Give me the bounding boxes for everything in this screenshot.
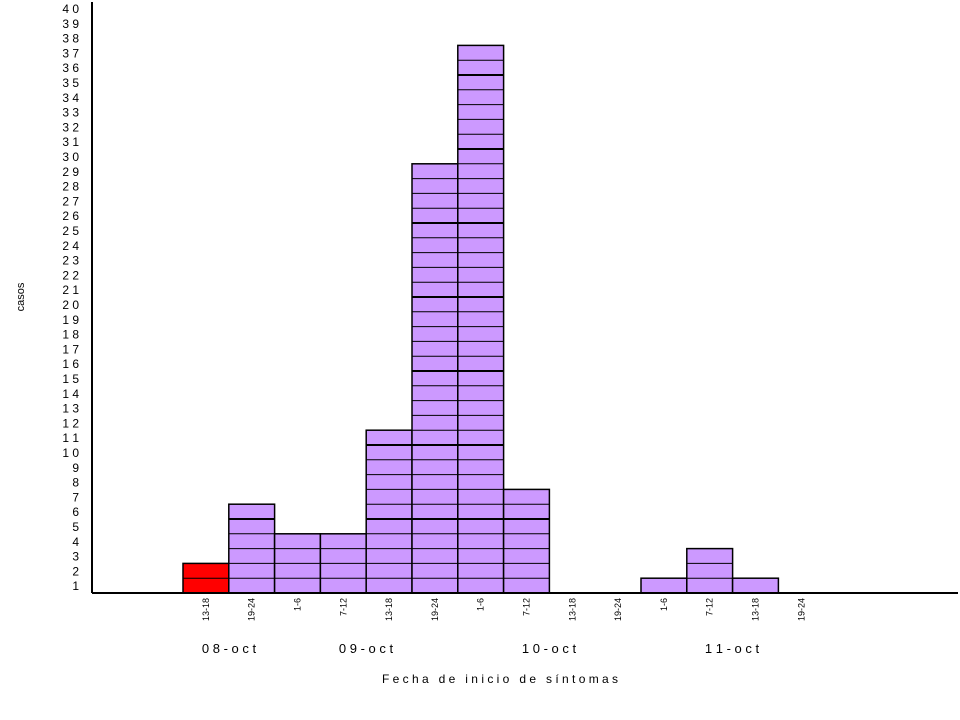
y-tick-label: 1	[72, 579, 79, 593]
x-tick-label: 7-12	[705, 598, 715, 616]
day-label: 1 1 - o c t	[705, 641, 760, 656]
bar-5	[411, 163, 459, 594]
x-tick-label: 7-12	[522, 598, 532, 616]
y-tick-label: 2 7	[62, 194, 79, 208]
bar-7	[502, 488, 551, 594]
y-tick-label: 3 1	[62, 135, 79, 149]
y-tick-label: 2 8	[62, 180, 79, 194]
x-tick-label: 19-24	[796, 598, 806, 621]
x-tick-labels: 13-18 19-24 1-6 7-12 13-18 19-24 1-6 7-12 13-18 1…	[201, 598, 806, 621]
x-axis-title: F e c h a d e i n i c i o d e s í n t o …	[382, 672, 618, 686]
y-tick-label: 1 6	[62, 357, 79, 371]
bar-10	[640, 577, 688, 594]
x-tick-label: 1-6	[476, 598, 486, 611]
x-tick-label: 1-6	[293, 598, 303, 611]
y-tick-label: 7	[72, 490, 79, 504]
x-tick-label: 13-18	[567, 598, 577, 621]
y-tick-label: 3 9	[62, 17, 79, 31]
y-tick-label: 3 2	[62, 120, 79, 134]
y-tick-label: 3 8	[62, 32, 79, 46]
y-tick-label: 8	[72, 476, 79, 490]
x-tick-label: 19-24	[613, 598, 623, 621]
day-label: 0 9 - o c t	[339, 641, 394, 656]
y-tick-label: 4	[72, 535, 79, 549]
day-labels: 0 8 - o c t 0 9 - o c t 1 0 - o c t 1 1 - o…	[202, 641, 760, 656]
y-tick-label: 2 5	[62, 224, 79, 238]
y-tick-label: 4 0	[62, 2, 79, 16]
x-tick-label: 13-18	[751, 598, 761, 621]
bar-12	[731, 577, 780, 594]
y-tick-label: 2 9	[62, 165, 79, 179]
y-tick-label: 1 0	[62, 446, 79, 460]
y-tick-label: 1 7	[62, 342, 79, 356]
y-tick-label: 1 1	[62, 431, 79, 445]
y-tick-label: 3 6	[62, 61, 79, 75]
y-tick-label: 9	[72, 461, 79, 475]
y-tick-label: 2 6	[62, 209, 79, 223]
x-tick-label: 13-18	[201, 598, 211, 621]
y-tick-label: 3	[72, 550, 79, 564]
y-tick-label: 1 3	[62, 402, 79, 416]
bar-11	[686, 547, 734, 594]
bar-4	[365, 429, 413, 594]
y-tick-label: 2 4	[62, 239, 79, 253]
x-tick-label: 1-6	[659, 598, 669, 611]
x-tick-label: 19-24	[247, 598, 257, 621]
bars-layer	[182, 44, 780, 594]
y-tick-label: 1 8	[62, 328, 79, 342]
y-tick-label: 1 4	[62, 387, 79, 401]
y-tick-label: 1 9	[62, 313, 79, 327]
y-tick-label: 1 2	[62, 416, 79, 430]
y-tick-label: 3 0	[62, 150, 79, 164]
y-tick-label: 3 4	[62, 91, 79, 105]
y-tick-label: 3 3	[62, 106, 79, 120]
y-tick-label: 2	[72, 564, 79, 578]
y-tick-label: 5	[72, 520, 79, 534]
y-axis-title: casos	[15, 282, 27, 311]
y-tick-label: 6	[72, 505, 79, 519]
x-tick-label: 19-24	[430, 598, 440, 621]
x-tick-label: 13-18	[384, 598, 394, 621]
y-tick-label: 2 1	[62, 283, 79, 297]
y-tick-label: 2 0	[62, 298, 79, 312]
x-tick-label: 7-12	[338, 598, 348, 616]
y-tick-label: 2 3	[62, 254, 79, 268]
y-tick-label: 2 2	[62, 268, 79, 282]
y-tick-label: 3 7	[62, 46, 79, 60]
day-label: 1 0 - o c t	[522, 641, 577, 656]
y-tick-label: 1 5	[62, 372, 79, 386]
day-label: 0 8 - o c t	[202, 641, 257, 656]
bar-6	[457, 44, 505, 594]
y-tick-label: 3 5	[62, 76, 79, 90]
